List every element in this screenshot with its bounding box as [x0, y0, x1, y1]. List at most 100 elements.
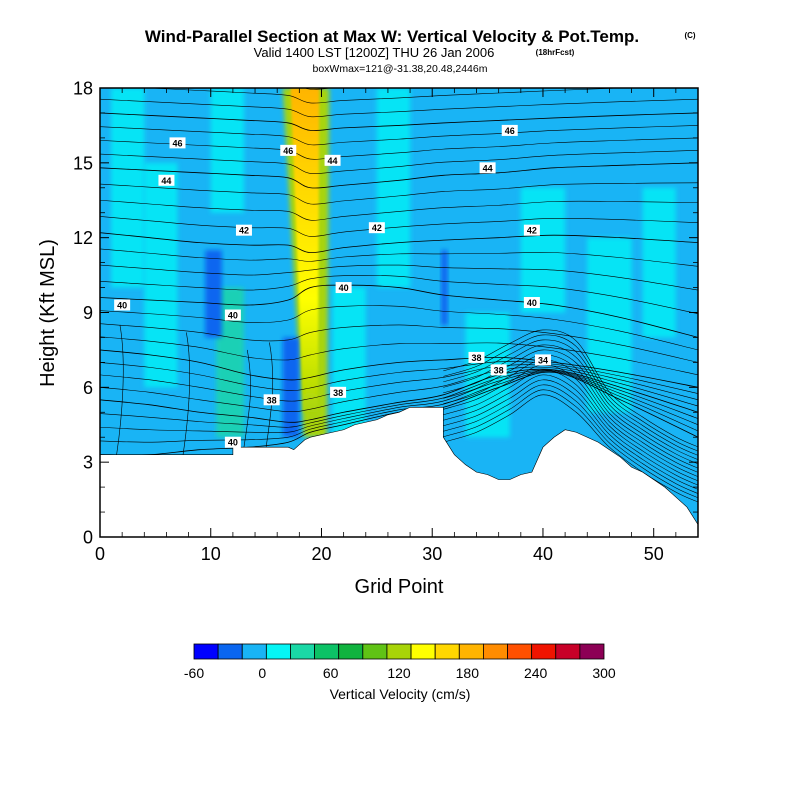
theta-contour-minor	[443, 384, 698, 494]
w-patch	[587, 237, 632, 413]
contour-label-box	[468, 351, 485, 363]
contour-label-text: 44	[328, 156, 338, 166]
contour-label-box	[490, 364, 507, 376]
contour-label-text: 38	[333, 388, 343, 398]
contour-label: 44	[479, 162, 496, 174]
y-tick-label: 0	[83, 528, 93, 548]
colorbar-swatch	[434, 643, 460, 660]
contour-label-text: 42	[239, 226, 249, 236]
theta-contour-minor	[443, 389, 698, 499]
theta-contour-minor	[100, 275, 698, 315]
theta-contour-minor	[443, 354, 698, 469]
theta-contours	[100, 88, 698, 503]
terrain	[100, 406, 698, 537]
theta-contour-minor	[100, 182, 698, 205]
x-tick-label: 0	[95, 544, 105, 564]
contour-label-text: 34	[538, 355, 548, 365]
theta-contour-minor	[100, 370, 698, 434]
colorbar-swatch	[217, 643, 243, 660]
chart-title: Wind-Parallel Section at Max W: Vertical…	[145, 27, 639, 46]
contour-label-text: 42	[527, 226, 537, 236]
contour-label-box	[224, 436, 241, 448]
info-line: boxWmax=121@-31.38,20.48,2446m	[313, 63, 488, 75]
colorbar-swatch	[483, 643, 508, 660]
contour-label-box	[280, 144, 297, 156]
contour-label-text: 38	[472, 353, 482, 363]
theta-contour-44	[100, 162, 698, 189]
theta-contour-minor	[443, 344, 698, 460]
contour-label-box	[523, 297, 540, 309]
theta-contour-minor	[100, 305, 698, 351]
contour-label-text: 44	[483, 163, 493, 173]
contour-label: 38	[468, 351, 485, 363]
y-axis-label: Height (Kft MSL)	[37, 239, 59, 387]
colorbar-swatch	[193, 643, 219, 660]
contour-label: 34	[534, 354, 551, 366]
theta-contour-minor	[443, 369, 698, 482]
w-patch	[111, 88, 145, 288]
plot-area: 46 46 44 46 44 44 42 42 42 40 40 40 40 38 38 34 38 38 40	[100, 88, 698, 537]
theta-contour-minor	[143, 88, 630, 104]
contour-labels: 46 46 44 46 44 44 42 42 42 40 40 40 40 38 38 34 38 38 40	[114, 124, 551, 448]
theta-contour-minor	[443, 329, 698, 448]
theta-contour-minor	[443, 349, 698, 465]
y-tick-label: 9	[83, 303, 93, 323]
subtitle-note: (18hrFcst)	[536, 48, 575, 57]
theta-contour-minor	[100, 216, 698, 237]
theta-contour-minor	[116, 324, 124, 455]
theta-contour-minor	[443, 374, 698, 486]
chart-subtitle: Valid 1400 LST [1200Z] THU 26 Jan 2006	[254, 45, 495, 60]
theta-contour-minor	[100, 199, 698, 221]
contour-label-text: 40	[228, 438, 238, 448]
colorbar-tick-label: 0	[258, 665, 266, 681]
contour-label-box	[330, 386, 347, 398]
theta-contour-minor	[100, 137, 698, 160]
x-tick-label: 10	[201, 544, 221, 564]
contour-label-text: 42	[372, 223, 382, 233]
contour-label-text: 44	[161, 176, 171, 186]
contour-label-box	[335, 282, 352, 294]
contour-label-text: 38	[267, 395, 277, 405]
colorbar-swatch	[241, 643, 267, 660]
w-downdraft	[282, 337, 300, 438]
theta-contour-minor	[100, 369, 698, 428]
theta-contour-minor	[100, 150, 698, 175]
x-axis-label: Grid Point	[355, 576, 444, 598]
contour-label-box	[224, 309, 241, 321]
title-mark: (C)	[684, 31, 695, 40]
x-tick-label: 20	[311, 544, 331, 564]
contour-label-box	[263, 394, 280, 406]
w-patch	[376, 88, 411, 288]
w-updraft-core	[290, 88, 320, 413]
contour-label-text: 40	[339, 283, 349, 293]
contour-label: 38	[263, 394, 280, 406]
theta-contour-42	[100, 232, 698, 254]
w-patch	[520, 187, 566, 313]
theta-contour-minor	[443, 334, 698, 452]
theta-contour-46	[100, 112, 698, 131]
colorbar-swatch	[314, 643, 340, 660]
colorbar-swatch	[410, 643, 436, 660]
contour-label-text: 46	[505, 126, 515, 136]
y-tick-label: 6	[83, 378, 93, 398]
colorbar-tick-label: 60	[323, 665, 339, 681]
y-axis: 0 3 6 9 12 15 18	[73, 79, 698, 548]
contour-label: 44	[324, 154, 341, 166]
colorbar-swatch	[458, 643, 484, 660]
theta-contour-minor	[100, 98, 698, 118]
contour-label-text: 40	[228, 310, 238, 320]
theta-contour-minor	[100, 264, 698, 291]
colorbar-swatch	[362, 643, 388, 660]
theta-contour-minor	[443, 364, 698, 477]
contour-label-text: 46	[283, 146, 293, 156]
colorbar-tick-label: 240	[524, 665, 548, 681]
contour-label-box	[235, 224, 252, 236]
contour-label: 46	[501, 124, 518, 136]
y-tick-label: 3	[83, 453, 93, 473]
colorbar-swatch	[555, 643, 581, 660]
contour-label: 40	[224, 309, 241, 321]
contour-label-text: 40	[527, 298, 537, 308]
theta-contour-minor	[100, 248, 698, 267]
theta-contour-minor	[100, 366, 698, 413]
contour-label-box	[501, 124, 518, 136]
